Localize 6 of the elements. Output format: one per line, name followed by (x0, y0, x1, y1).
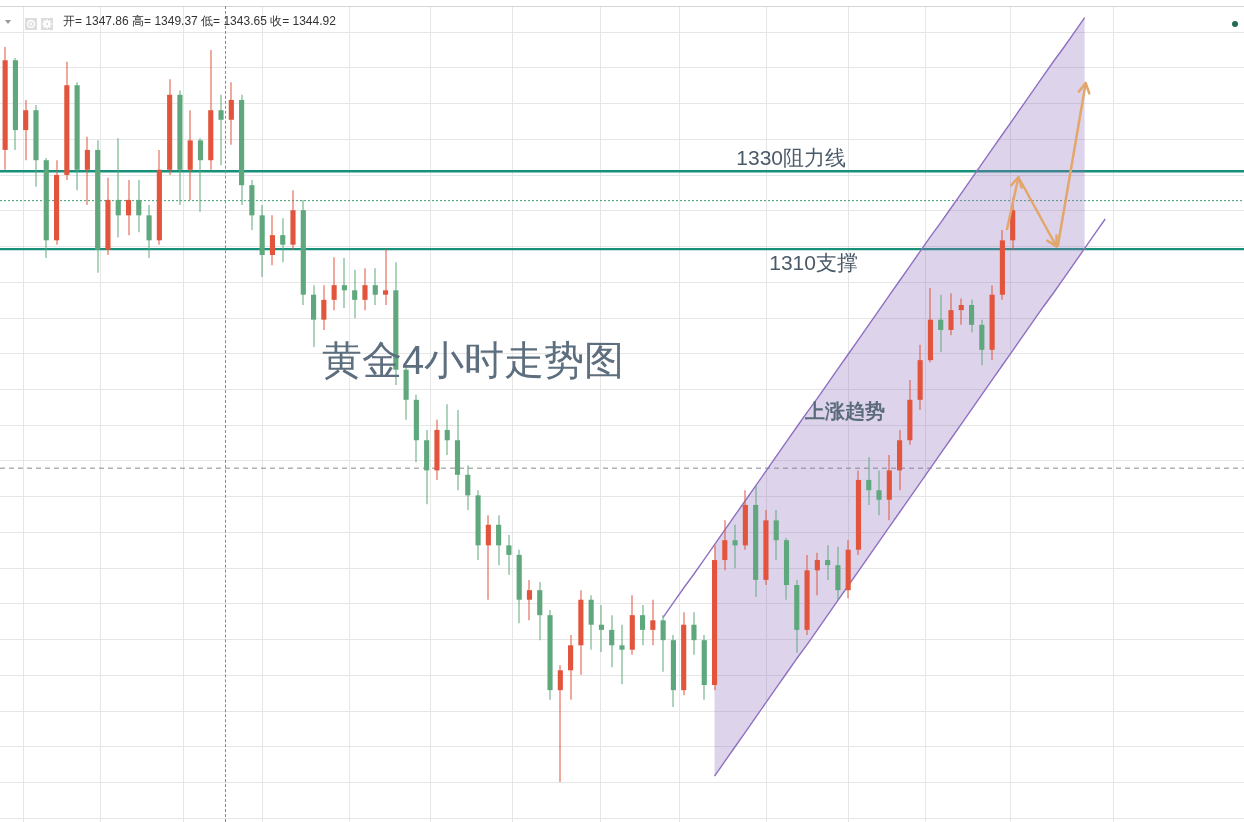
ref-line-label: 1310支撑 (769, 251, 858, 275)
candlestick (382, 249, 389, 305)
text: 开= 1347.86 高= 1349.37 低= 1343.65 收= 1344.92 (63, 14, 336, 29)
candlestick (341, 257, 347, 308)
ref-line-label: 1330阻力线 (736, 145, 847, 169)
candlestick (619, 624, 625, 685)
